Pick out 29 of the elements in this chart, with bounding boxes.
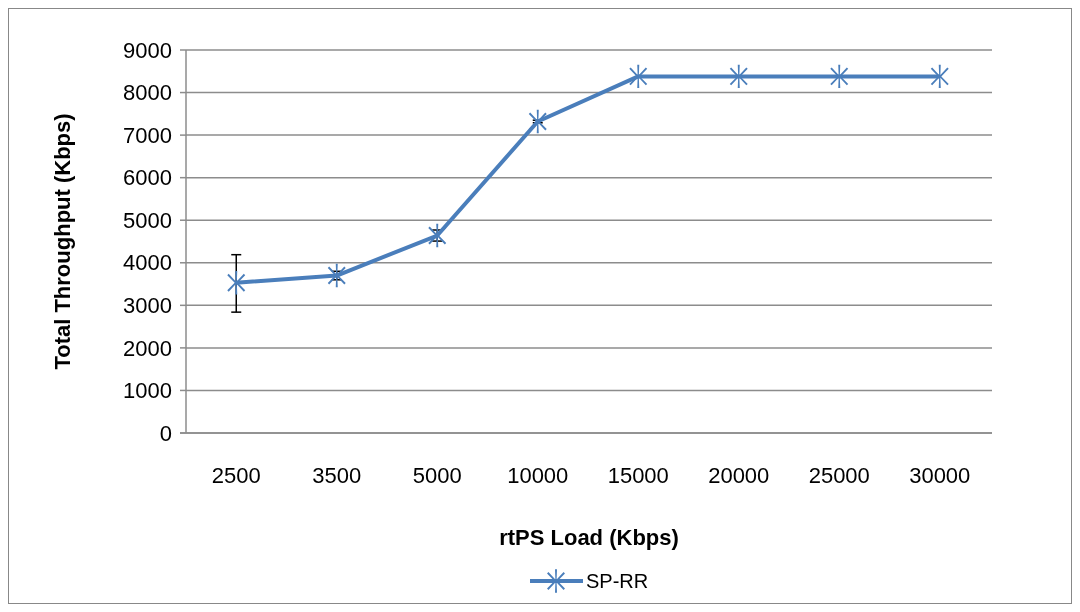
y-tick-label: 8000	[123, 80, 172, 106]
y-tick-label: 7000	[123, 122, 172, 148]
x-tick-label: 25000	[808, 463, 870, 488]
y-tick-label: 4000	[123, 250, 172, 276]
x-axis-title: rtPS Load (Kbps)	[499, 525, 679, 550]
x-tick-label: 5000	[412, 463, 462, 488]
legend-label: SP-RR	[586, 570, 649, 592]
y-tick-label: 9000	[123, 37, 172, 63]
point	[729, 64, 748, 89]
y-axis-title: Total Throughput (Kbps)	[50, 113, 75, 370]
x-tick-label: 20000	[708, 463, 770, 488]
y-tick-label: 5000	[123, 207, 172, 233]
point	[830, 64, 849, 89]
y-tick-label: 2000	[123, 335, 172, 361]
point	[930, 64, 949, 89]
point	[629, 64, 648, 89]
x-tick-label: 30000	[909, 463, 971, 488]
point	[528, 109, 547, 134]
x-tick-label: 15000	[607, 463, 669, 488]
y-tick-label: 1000	[123, 378, 172, 404]
point	[327, 263, 346, 288]
x-tick-label: 3500	[312, 463, 362, 488]
point	[227, 271, 246, 295]
y-tick-label: 6000	[123, 165, 172, 191]
point	[428, 223, 447, 248]
y-tick-label: 0	[159, 420, 172, 446]
x-tick-label: 2500	[211, 463, 261, 488]
y-tick-label: 3000	[123, 293, 172, 319]
x-tick-label: 10000	[507, 463, 569, 488]
